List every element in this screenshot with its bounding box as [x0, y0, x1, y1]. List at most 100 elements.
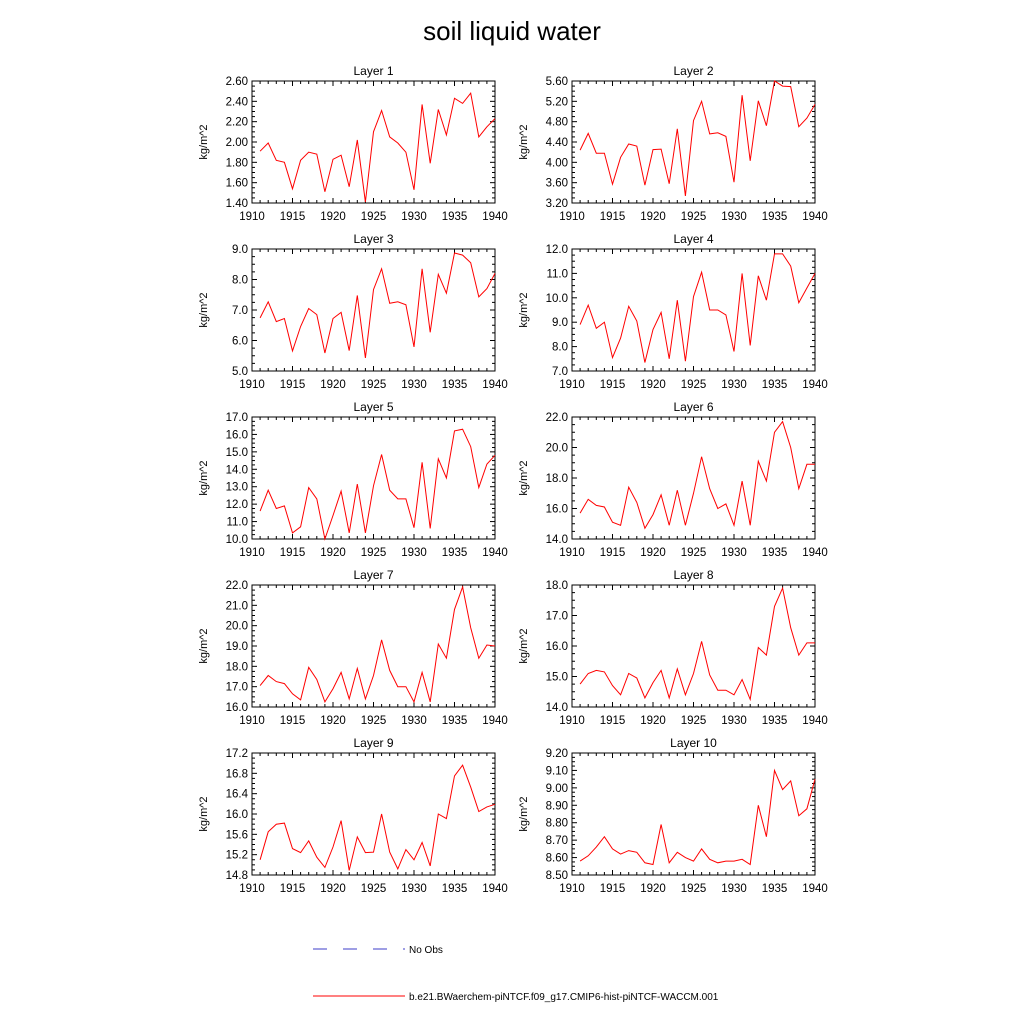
- x-tick-label: 1915: [600, 547, 626, 559]
- y-axis-label: kg/m^2: [198, 628, 210, 663]
- x-tick-label: 1910: [239, 883, 265, 895]
- x-tick-label: 1925: [361, 715, 387, 727]
- y-tick-label: 14.0: [546, 702, 568, 714]
- x-tick-label: 1935: [762, 883, 788, 895]
- y-tick-label: 8.0: [232, 275, 248, 287]
- y-tick-label: 9.0: [232, 244, 248, 256]
- y-tick-label: 4.40: [546, 137, 568, 149]
- x-tick-label: 1920: [640, 883, 666, 895]
- panel-layer-6: Layer 6 kg/m^2 1910 1915 1920 1925 1930 1935 194…: [518, 400, 828, 559]
- x-tick-label: 1935: [442, 547, 468, 559]
- panel-layer-2: Layer 2 kg/m^2 1910 1915 1920 1925 1930 1935 194…: [518, 64, 828, 223]
- panels-group: Layer 1 kg/m^2 1910 1915 1920 1925 1930 1935 194…: [198, 64, 828, 895]
- figure-title: soil liquid water: [423, 16, 601, 46]
- x-tick-label: 1915: [280, 211, 306, 223]
- y-tick-label: 17.0: [226, 682, 248, 694]
- x-tick-label: 1920: [640, 547, 666, 559]
- y-tick-label: 14.0: [226, 464, 248, 476]
- y-tick-label: 15.0: [226, 447, 248, 459]
- y-tick-label: 8.50: [546, 870, 568, 882]
- y-tick-label: 22.0: [226, 580, 248, 592]
- x-tick-label: 1940: [802, 211, 828, 223]
- y-tick-label: 8.70: [546, 835, 568, 847]
- y-tick-label: 9.10: [546, 765, 568, 777]
- x-tick-label: 1940: [482, 883, 508, 895]
- y-tick-label: 18.0: [226, 661, 248, 673]
- y-axis-label: kg/m^2: [518, 796, 530, 831]
- y-tick-label: 9.0: [552, 317, 568, 329]
- y-tick-label: 3.20: [546, 198, 568, 210]
- series-line: [259, 585, 496, 704]
- x-tick-label: 1930: [401, 715, 427, 727]
- y-tick-label: 22.0: [546, 412, 568, 424]
- x-tick-label: 1920: [320, 379, 346, 391]
- panel-layer-4: Layer 4 kg/m^2 1910 1915 1920 1925 1930 1935 194…: [518, 232, 828, 391]
- panel-title: Layer 7: [353, 568, 393, 582]
- x-tick-label: 1940: [482, 547, 508, 559]
- y-tick-label: 1.60: [226, 178, 248, 190]
- x-tick-label: 1925: [681, 379, 707, 391]
- plot-frame: [571, 416, 816, 540]
- x-tick-label: 1925: [361, 379, 387, 391]
- panel-layer-3: Layer 3 kg/m^2 1910 1915 1920 1925 1930 1935 194…: [198, 232, 508, 391]
- x-tick-label: 1925: [681, 211, 707, 223]
- x-tick-label: 1930: [721, 211, 747, 223]
- x-tick-label: 1925: [361, 883, 387, 895]
- y-tick-label: 18.0: [546, 580, 568, 592]
- y-tick-label: 2.20: [226, 117, 248, 129]
- series-line: [259, 764, 496, 871]
- y-tick-label: 16.0: [226, 809, 248, 821]
- y-tick-label: 16.0: [226, 429, 248, 441]
- legend-label-model: b.e21.BWaerchem-piNTCF.f09_g17.CMIP6-his…: [409, 992, 719, 1003]
- y-tick-label: 16.8: [226, 768, 248, 780]
- series-line: [579, 80, 816, 196]
- plot-frame: [251, 80, 496, 204]
- y-tick-label: 21.0: [226, 600, 248, 612]
- x-tick-label: 1925: [361, 211, 387, 223]
- series-line: [579, 586, 815, 702]
- x-tick-label: 1910: [559, 379, 585, 391]
- x-tick-label: 1915: [600, 715, 626, 727]
- panel-layer-9: Layer 9 kg/m^2 1910 1915 1920 1925 1930 1935 194…: [198, 736, 508, 895]
- x-tick-label: 1910: [239, 715, 265, 727]
- y-tick-label: 2.60: [226, 76, 248, 88]
- x-tick-label: 1935: [442, 715, 468, 727]
- y-tick-label: 11.0: [226, 517, 248, 529]
- plot-frame: [571, 584, 816, 708]
- y-tick-label: 6.0: [232, 336, 248, 348]
- y-tick-label: 14.0: [546, 534, 568, 546]
- series-line: [259, 92, 496, 203]
- x-tick-label: 1910: [559, 211, 585, 223]
- y-axis-label: kg/m^2: [518, 292, 530, 327]
- y-tick-label: 16.0: [546, 504, 568, 516]
- x-tick-label: 1915: [280, 883, 306, 895]
- x-tick-label: 1940: [482, 211, 508, 223]
- x-tick-label: 1920: [640, 715, 666, 727]
- plot-frame: [571, 248, 816, 372]
- x-tick-label: 1935: [762, 547, 788, 559]
- series-line: [259, 428, 496, 541]
- panel-layer-8: Layer 8 kg/m^2 1910 1915 1920 1925 1930 1935 194…: [518, 568, 828, 727]
- y-tick-label: 1.40: [226, 198, 248, 210]
- y-tick-label: 7.0: [232, 305, 248, 317]
- series-line: [579, 768, 816, 866]
- x-tick-label: 1935: [442, 883, 468, 895]
- y-axis-label: kg/m^2: [518, 460, 530, 495]
- y-tick-label: 1.80: [226, 157, 248, 169]
- plot-frame: [251, 248, 496, 372]
- panel-title: Layer 3: [353, 232, 393, 246]
- x-tick-label: 1915: [600, 211, 626, 223]
- y-tick-label: 12.0: [226, 499, 248, 511]
- y-tick-label: 20.0: [546, 443, 568, 455]
- y-tick-label: 12.0: [546, 244, 568, 256]
- y-tick-label: 4.80: [546, 117, 568, 129]
- y-tick-label: 16.0: [226, 702, 248, 714]
- y-tick-label: 15.2: [226, 850, 248, 862]
- y-tick-label: 5.20: [546, 96, 568, 108]
- x-tick-label: 1940: [802, 379, 828, 391]
- x-tick-label: 1910: [239, 547, 265, 559]
- y-axis-label: kg/m^2: [518, 628, 530, 663]
- x-tick-label: 1940: [802, 715, 828, 727]
- x-tick-label: 1915: [280, 715, 306, 727]
